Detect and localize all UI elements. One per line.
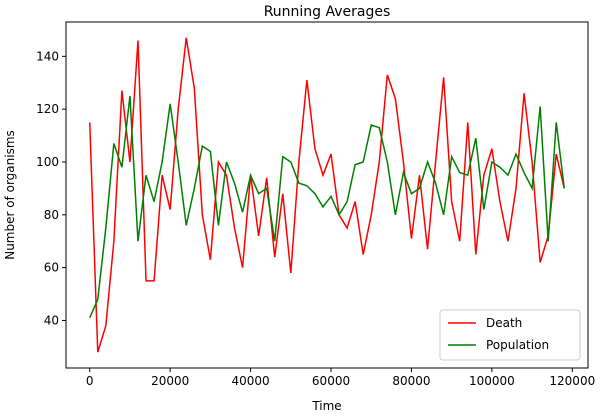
plot-frame [65,21,589,369]
x-tick-label: 20000 [151,374,189,388]
y-tick-label: 80 [44,208,59,222]
y-tick-label: 60 [44,261,59,275]
x-tick-label: 40000 [231,374,269,388]
data-line [89,95,566,319]
y-tick-label: 120 [36,102,59,116]
y-axis-label: Number of organisms [3,130,17,260]
x-tick-label: 100000 [469,374,515,388]
chart-title: Running Averages [264,4,391,20]
y-tick-label: 100 [36,155,59,169]
legend-label: Death [486,316,522,330]
y-tick-label: 140 [36,49,59,63]
data-line [88,37,566,353]
x-tick-label: 60000 [312,374,350,388]
x-axis-label: Time [311,399,341,413]
legend-label: Population [486,338,549,352]
x-tick-label: 80000 [392,374,430,388]
x-tick-label: 120000 [549,374,595,388]
x-tick-label: 0 [86,374,94,388]
y-tick-label: 40 [44,313,59,327]
